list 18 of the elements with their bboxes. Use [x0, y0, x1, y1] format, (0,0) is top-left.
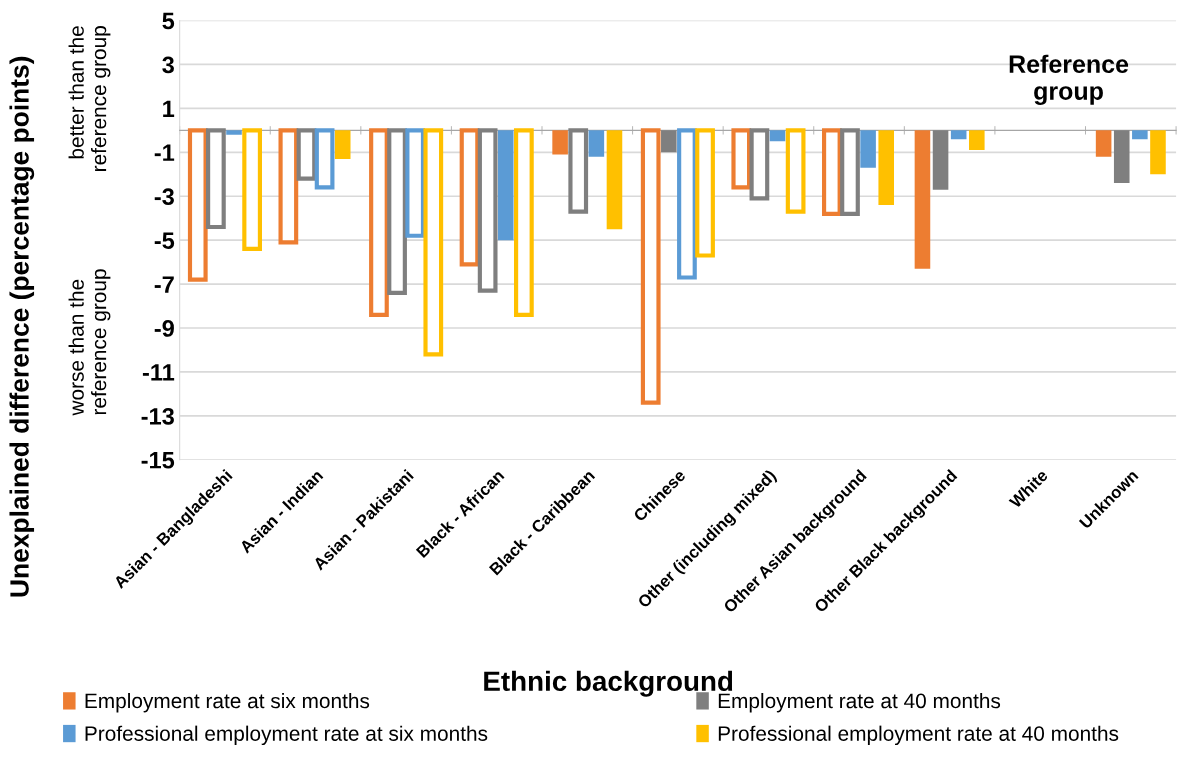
y-tick-label: -13	[141, 407, 174, 425]
text: worse than the reference group	[68, 269, 111, 416]
legend-label: Employment rate at six months	[85, 692, 370, 713]
annotation: Reference group	[1009, 54, 1129, 105]
y-axis-title: Unexplained difference (percentage points)	[9, 56, 35, 597]
y-tick-label: -15	[141, 452, 175, 469]
y-tick-label: -9	[154, 320, 174, 337]
y-tick-label: 1	[163, 100, 175, 117]
y-tick-label: 5	[162, 12, 175, 30]
y-tick-label: -11	[142, 364, 175, 381]
y-tick-label: -1	[154, 144, 175, 161]
y-tick-label: 3	[162, 56, 174, 74]
y-tick-label: -7	[154, 276, 174, 293]
y-tick-label: -3	[154, 188, 174, 206]
text: better than the reference group	[68, 26, 111, 171]
y-tick-label: -5	[154, 232, 175, 249]
legend-label: Professional employment rate at six months	[85, 725, 488, 746]
legend-label: Professional employment rate at 40 months	[718, 725, 1119, 746]
